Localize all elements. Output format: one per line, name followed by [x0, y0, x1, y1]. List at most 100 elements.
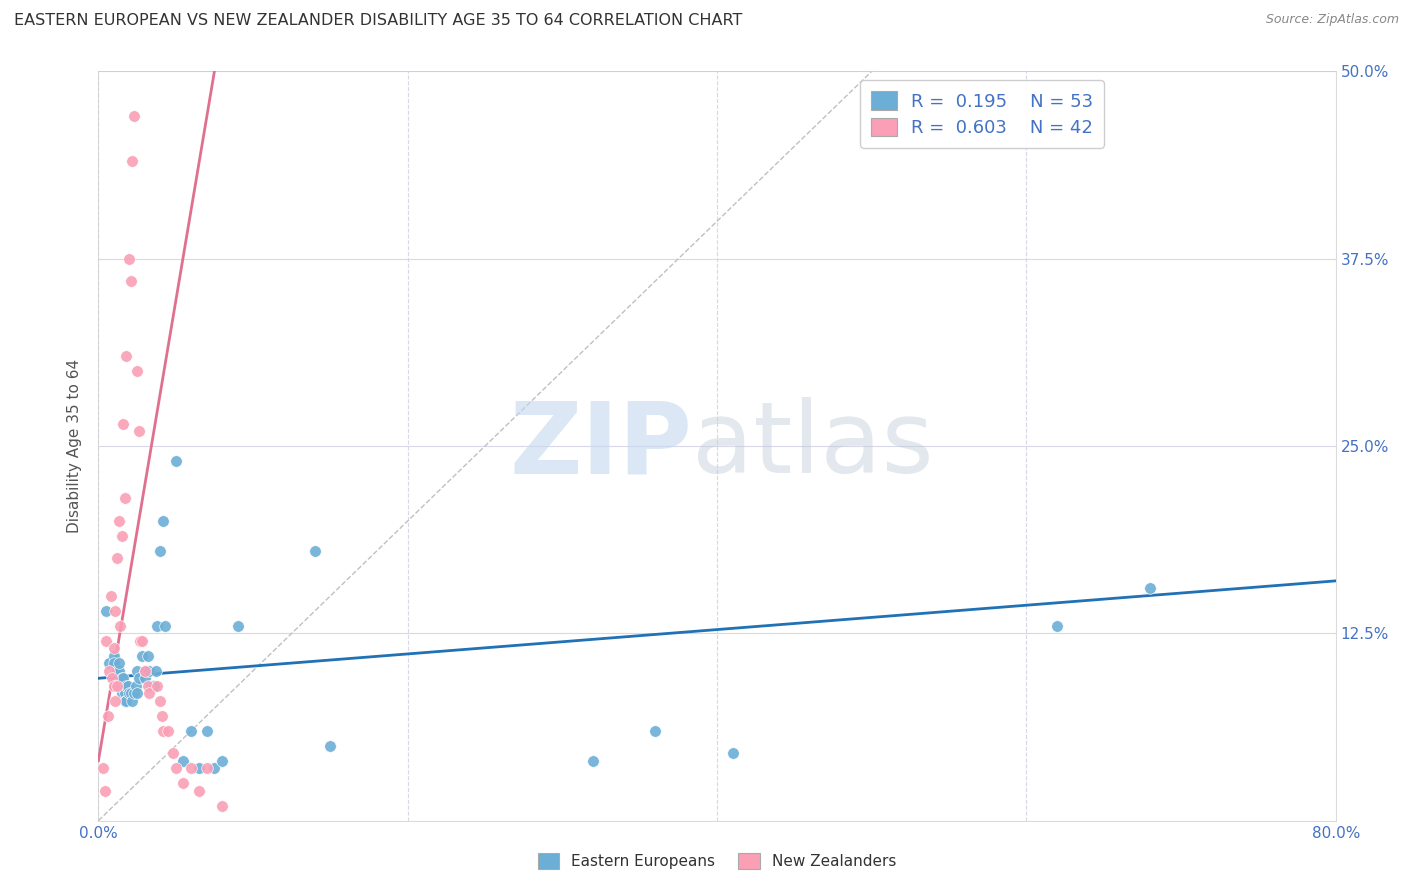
Point — [114, 491, 136, 506]
Point — [150, 708, 173, 723]
Point — [139, 679, 162, 693]
Point — [118, 686, 141, 700]
Point — [121, 154, 143, 169]
Point — [304, 544, 326, 558]
Point — [211, 798, 233, 813]
Point — [146, 679, 169, 693]
Point — [112, 671, 135, 685]
Point — [111, 671, 134, 685]
Point — [100, 589, 122, 603]
Point — [153, 619, 176, 633]
Point — [117, 679, 139, 693]
Point — [582, 754, 605, 768]
Point — [180, 761, 202, 775]
Point — [226, 619, 249, 633]
Point — [1139, 582, 1161, 596]
Point — [111, 686, 134, 700]
Point — [98, 657, 121, 671]
Point — [93, 783, 115, 797]
Point — [115, 679, 138, 693]
Point — [111, 679, 134, 693]
Point — [173, 776, 195, 790]
Point — [103, 648, 125, 663]
Point — [127, 364, 149, 378]
Point — [131, 648, 153, 663]
Y-axis label: Disability Age 35 to 64: Disability Age 35 to 64 — [67, 359, 83, 533]
Point — [124, 679, 146, 693]
Point — [131, 633, 153, 648]
Point — [165, 454, 187, 468]
Point — [134, 664, 156, 678]
Point — [115, 694, 138, 708]
Legend: Eastern Europeans, New Zealanders: Eastern Europeans, New Zealanders — [530, 846, 904, 877]
Point — [128, 424, 150, 438]
Point — [121, 694, 143, 708]
Point — [1046, 619, 1069, 633]
Point — [173, 754, 195, 768]
Point — [157, 723, 180, 738]
Point — [104, 604, 127, 618]
Text: Source: ZipAtlas.com: Source: ZipAtlas.com — [1265, 13, 1399, 27]
Point — [105, 664, 128, 678]
Point — [152, 723, 174, 738]
Point — [118, 252, 141, 266]
Point — [211, 754, 233, 768]
Point — [120, 274, 142, 288]
Point — [112, 417, 135, 431]
Point — [103, 657, 125, 671]
Point — [149, 544, 172, 558]
Point — [149, 694, 172, 708]
Point — [108, 619, 131, 633]
Point — [146, 619, 169, 633]
Point — [115, 349, 138, 363]
Point — [644, 723, 666, 738]
Point — [721, 746, 744, 760]
Point — [114, 694, 136, 708]
Point — [128, 671, 150, 685]
Point — [180, 723, 202, 738]
Text: ZIP: ZIP — [509, 398, 692, 494]
Point — [138, 686, 160, 700]
Point — [96, 633, 118, 648]
Point — [127, 686, 149, 700]
Point — [143, 679, 166, 693]
Point — [122, 109, 145, 123]
Point — [107, 514, 129, 528]
Point — [91, 761, 114, 775]
Point — [96, 604, 118, 618]
Point — [152, 514, 174, 528]
Point — [142, 679, 165, 693]
Point — [165, 761, 187, 775]
Point — [162, 746, 184, 760]
Point — [188, 761, 211, 775]
Point — [120, 686, 142, 700]
Point — [107, 664, 129, 678]
Point — [145, 664, 167, 678]
Point — [97, 708, 120, 723]
Point — [134, 671, 156, 685]
Text: atlas: atlas — [692, 398, 934, 494]
Point — [111, 529, 134, 543]
Point — [188, 783, 211, 797]
Point — [101, 671, 124, 685]
Point — [127, 664, 149, 678]
Point — [122, 686, 145, 700]
Point — [136, 679, 159, 693]
Point — [195, 723, 218, 738]
Text: EASTERN EUROPEAN VS NEW ZEALANDER DISABILITY AGE 35 TO 64 CORRELATION CHART: EASTERN EUROPEAN VS NEW ZEALANDER DISABI… — [14, 13, 742, 29]
Point — [103, 679, 125, 693]
Point — [105, 551, 128, 566]
Point — [319, 739, 342, 753]
Point — [103, 641, 125, 656]
Point — [98, 664, 121, 678]
Point — [136, 648, 159, 663]
Point — [204, 761, 226, 775]
Point — [134, 664, 156, 678]
Point — [195, 761, 218, 775]
Point — [105, 679, 128, 693]
Point — [129, 633, 152, 648]
Point — [114, 686, 136, 700]
Point — [107, 657, 129, 671]
Point — [108, 679, 131, 693]
Point — [138, 664, 160, 678]
